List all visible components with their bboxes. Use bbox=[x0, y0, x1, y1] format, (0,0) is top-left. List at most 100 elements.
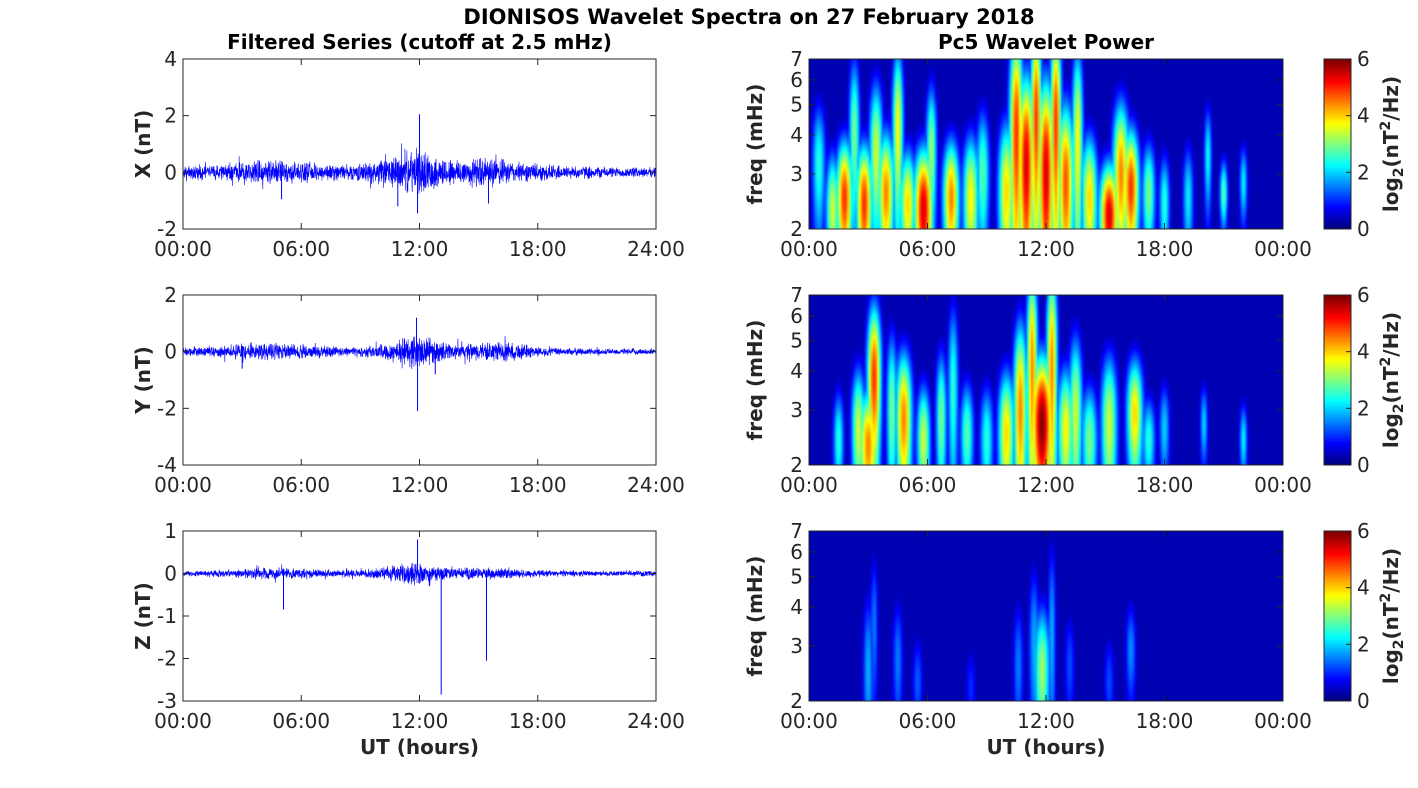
x-tick-label: 00:00 bbox=[780, 709, 838, 733]
colorbar-step bbox=[1324, 374, 1351, 378]
colorbar-step bbox=[1324, 647, 1351, 652]
colorbar-step bbox=[1324, 154, 1351, 158]
colorbar-step bbox=[1324, 554, 1351, 559]
x-tick-label: 18:00 bbox=[509, 473, 567, 497]
y-axis-label: X (nT) bbox=[131, 110, 155, 179]
series-line bbox=[182, 562, 657, 586]
colorbar-step bbox=[1324, 446, 1351, 450]
colorbar-tick-label: 0 bbox=[1357, 217, 1370, 241]
colorbar-step bbox=[1324, 655, 1351, 659]
colorbar-step bbox=[1324, 533, 1351, 537]
colorbar-step bbox=[1324, 698, 1351, 702]
colorbar-step bbox=[1324, 120, 1351, 124]
colorbar-step bbox=[1324, 122, 1351, 126]
colorbar-step bbox=[1324, 305, 1351, 309]
colorbar-step bbox=[1324, 117, 1351, 121]
colorbar-step bbox=[1324, 130, 1351, 134]
x-tick-label: 18:00 bbox=[1136, 473, 1194, 497]
x-tick-label: 06:00 bbox=[272, 237, 330, 261]
colorbar-step bbox=[1324, 576, 1351, 580]
colorbar-step bbox=[1324, 610, 1351, 614]
colorbar-step bbox=[1324, 387, 1351, 392]
colorbar-step bbox=[1324, 552, 1351, 556]
colorbar-step bbox=[1324, 592, 1351, 596]
x-tick-label: 12:00 bbox=[391, 473, 449, 497]
x-tick-label: 18:00 bbox=[509, 709, 567, 733]
colorbar-step bbox=[1324, 573, 1351, 577]
colorbar-step bbox=[1324, 605, 1351, 609]
x-tick-label: 06:00 bbox=[899, 473, 957, 497]
colorbar-step bbox=[1324, 310, 1351, 315]
x-tick-label: 00:00 bbox=[154, 237, 212, 261]
colorbar-step bbox=[1324, 626, 1351, 630]
colorbar-tick-label: 4 bbox=[1357, 104, 1370, 128]
y-tick-label: 3 bbox=[790, 634, 803, 658]
colorbar-label-part: /Hz) bbox=[1379, 76, 1403, 121]
colorbar-box bbox=[1323, 58, 1352, 230]
colorbar-step bbox=[1324, 666, 1351, 670]
colorbar-step bbox=[1324, 544, 1351, 548]
colorbar-step bbox=[1324, 353, 1351, 357]
colorbar-tick-label: 0 bbox=[1357, 453, 1370, 477]
panel-4: -3 -2 -1 0 1 00:00 06:00 12:00 18:00 24:00 Z (nT) U… bbox=[131, 519, 685, 759]
colorbar-step bbox=[1324, 167, 1351, 172]
colorbar-step bbox=[1324, 340, 1351, 344]
x-tick-label: 12:00 bbox=[1017, 709, 1075, 733]
colorbar-step bbox=[1324, 342, 1351, 346]
x-tick-label: 06:00 bbox=[899, 709, 957, 733]
colorbar-label-part: 2 bbox=[1378, 593, 1394, 603]
colorbar-step bbox=[1324, 581, 1351, 585]
colorbar-step bbox=[1324, 178, 1351, 182]
y-tick-label: 7 bbox=[790, 283, 803, 307]
colorbar-step bbox=[1324, 382, 1351, 386]
colorbar-step bbox=[1324, 80, 1351, 84]
colorbar-step bbox=[1324, 146, 1351, 150]
colorbar-step bbox=[1324, 411, 1351, 416]
colorbar-step bbox=[1324, 77, 1351, 81]
series-line bbox=[182, 143, 657, 194]
colorbar-step bbox=[1324, 639, 1351, 644]
colorbar-label-part: 2 bbox=[1391, 167, 1407, 177]
colorbar-step bbox=[1324, 334, 1351, 338]
colorbar-step bbox=[1324, 377, 1351, 381]
colorbar-tick-label: 2 bbox=[1357, 396, 1370, 420]
colorbar-step bbox=[1324, 101, 1351, 105]
colorbar-label-part: 2 bbox=[1391, 403, 1407, 413]
colorbar-tick-label: 6 bbox=[1357, 47, 1370, 71]
x-tick-label: 24:00 bbox=[627, 709, 685, 733]
y-tick-label: 7 bbox=[790, 519, 803, 543]
y-tick-label: -3 bbox=[157, 689, 177, 713]
colorbar-step bbox=[1324, 597, 1351, 601]
colorbar-step bbox=[1324, 629, 1351, 633]
colorbar-step bbox=[1324, 356, 1351, 360]
x-tick-label: 00:00 bbox=[154, 473, 212, 497]
colorbar-step bbox=[1324, 578, 1351, 582]
colorbar-step bbox=[1324, 679, 1351, 683]
colorbar-label: log2(nT2/Hz) bbox=[1378, 312, 1407, 448]
colorbar-step bbox=[1324, 586, 1351, 590]
colorbar-step bbox=[1324, 151, 1351, 156]
colorbar-step bbox=[1324, 202, 1351, 206]
x-tick-label: 12:00 bbox=[391, 237, 449, 261]
y-tick-label: -4 bbox=[157, 453, 177, 477]
colorbar-step bbox=[1324, 326, 1351, 331]
panel-title: Filtered Series (cutoff at 2.5 mHz) bbox=[227, 30, 612, 54]
colorbar-step bbox=[1324, 197, 1351, 201]
colorbar-step bbox=[1324, 562, 1351, 567]
x-tick-label: 00:00 bbox=[1254, 237, 1312, 261]
colorbar-box bbox=[1323, 294, 1352, 466]
colorbar-step bbox=[1324, 685, 1351, 689]
y-axis-label: freq (mHz) bbox=[743, 556, 767, 677]
colorbar-step bbox=[1324, 621, 1351, 625]
y-tick-label: 1 bbox=[164, 519, 177, 543]
colorbar-step bbox=[1324, 72, 1351, 76]
colorbar-tick-label: 0 bbox=[1357, 689, 1370, 713]
colorbar-step bbox=[1324, 125, 1351, 129]
colorbar-step bbox=[1324, 308, 1351, 312]
y-tick-label: 4 bbox=[164, 47, 177, 71]
colorbar-step bbox=[1324, 141, 1351, 145]
